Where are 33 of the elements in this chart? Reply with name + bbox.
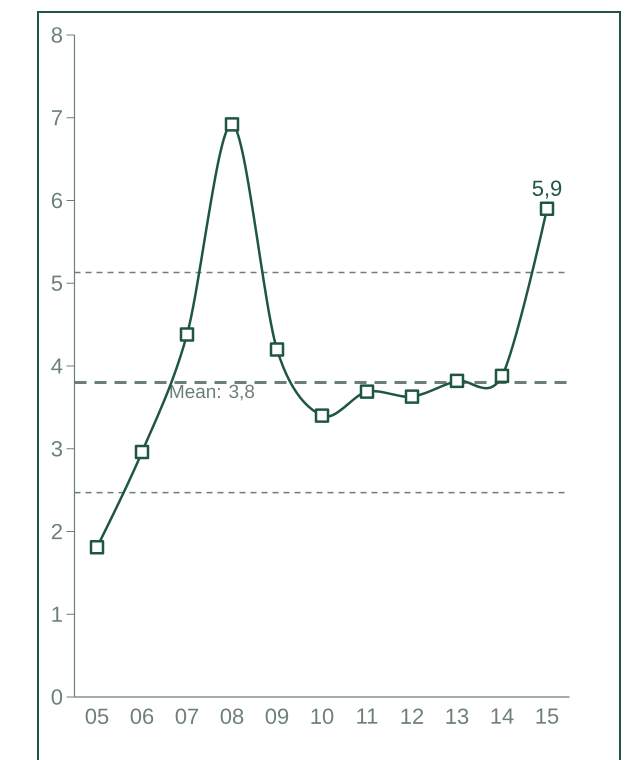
x-tick-label: 08 bbox=[220, 708, 244, 724]
point bbox=[314, 408, 330, 423]
point bbox=[224, 117, 240, 132]
point bbox=[270, 342, 284, 357]
x-tick-label: 14 bbox=[491, 708, 514, 724]
point bbox=[90, 540, 104, 554]
point bbox=[494, 368, 510, 384]
point bbox=[404, 389, 420, 404]
point bbox=[360, 384, 374, 399]
x-tick-label: 15 bbox=[536, 708, 558, 724]
x-tick-label: 11 bbox=[357, 708, 378, 724]
y-tick-label: 6 bbox=[52, 192, 62, 208]
x-tick-label: 06 bbox=[130, 708, 154, 724]
point bbox=[134, 444, 150, 460]
y-tick-label: 0 bbox=[52, 689, 62, 705]
x-tick-label: 09 bbox=[266, 708, 288, 724]
y-tick-label: 5 bbox=[52, 276, 62, 291]
y-tick-label: 8 bbox=[52, 27, 62, 43]
x-tick-label: 07 bbox=[176, 708, 198, 724]
y-tick-label: 7 bbox=[52, 110, 62, 126]
data-label: 5,9 bbox=[532, 180, 562, 199]
y-tick-label: 2 bbox=[52, 524, 62, 540]
ref-line-label: Mean: 3,8 bbox=[170, 384, 254, 400]
point bbox=[180, 327, 194, 342]
x-tick-label: 10 bbox=[311, 708, 334, 724]
point bbox=[450, 374, 464, 388]
x-tick-label: 12 bbox=[401, 708, 424, 724]
point bbox=[540, 202, 554, 216]
x-tick-label: 13 bbox=[446, 708, 468, 724]
x-tick-label: 05 bbox=[86, 708, 108, 724]
y-tick-label: 3 bbox=[52, 440, 62, 457]
y-tick-label: 1 bbox=[52, 606, 62, 622]
y-tick-label: 4 bbox=[51, 358, 62, 374]
